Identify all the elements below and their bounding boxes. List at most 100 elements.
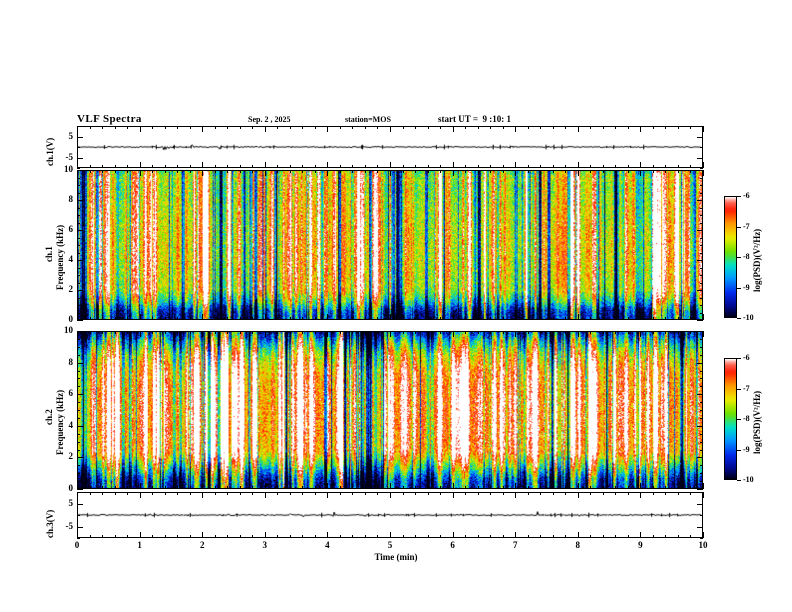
ch2-spectrogram-y-minor-tick xyxy=(77,450,80,451)
ch1-colorbar xyxy=(724,196,737,318)
ch1-spectrogram-y-minor-tick xyxy=(77,268,80,269)
ch1-waveform-y-minor-tick xyxy=(700,168,703,169)
ch1-spectrogram-y-tick-label: 8 xyxy=(68,194,74,204)
x-tick-bottom xyxy=(428,486,429,489)
x-tick-top xyxy=(115,492,116,495)
x-tick-top xyxy=(490,331,491,334)
x-tick-top xyxy=(478,331,479,334)
x-tick-top xyxy=(202,170,203,176)
ch2-spectrogram-y-minor-tick xyxy=(700,465,703,466)
ch1-colorbar-tick xyxy=(737,257,741,258)
x-tick-top xyxy=(177,126,178,129)
x-tick-top xyxy=(603,331,604,334)
ch1-spectrogram-y-minor-tick xyxy=(700,313,703,314)
x-tick-bottom xyxy=(603,317,604,320)
x-tick-top xyxy=(177,492,178,495)
x-tick-top xyxy=(440,331,441,334)
ch2-spectrogram-y-tick-label: 4 xyxy=(68,420,74,430)
x-tick-top xyxy=(315,492,316,495)
x-tick-bottom xyxy=(190,486,191,489)
x-tick-bottom xyxy=(352,317,353,320)
x-tick-bottom xyxy=(77,483,78,489)
x-tick-bottom xyxy=(490,535,491,538)
x-tick-bottom xyxy=(578,483,579,489)
ch1-spectrogram-image xyxy=(78,171,702,319)
ch3-waveform-trace xyxy=(78,493,702,537)
x-tick-top xyxy=(665,170,666,173)
ch1-spectrogram-y-minor-tick xyxy=(700,245,703,246)
x-tick-top xyxy=(202,126,203,132)
x-tick-top xyxy=(227,331,228,334)
x-tick-bottom xyxy=(290,165,291,168)
x-tick-bottom xyxy=(540,535,541,538)
x-tick-bottom xyxy=(553,165,554,168)
x-tick-top xyxy=(265,492,266,498)
ch1-spectrogram-y-minor-tick xyxy=(77,275,80,276)
x-tick-bottom xyxy=(215,486,216,489)
ch1-spectrogram-y-minor-tick xyxy=(77,245,80,246)
ch2-spectrogram-y-tick xyxy=(77,426,83,427)
ch1-spectrogram-y-tick-label: 10 xyxy=(64,164,73,174)
x-tick-bottom xyxy=(528,486,529,489)
x-tick-top xyxy=(665,126,666,129)
x-tick-top xyxy=(127,170,128,173)
x-tick-bottom xyxy=(415,535,416,538)
ch1-colorbar-tick-label: -8 xyxy=(743,252,750,261)
x-tick-bottom xyxy=(640,162,641,168)
x-tick-top xyxy=(352,331,353,334)
x-tick-top xyxy=(478,170,479,173)
x-tick-bottom xyxy=(390,314,391,320)
x-tick-bottom xyxy=(190,535,191,538)
x-tick-top xyxy=(165,170,166,173)
ch2-spectrogram-y-tick xyxy=(697,457,703,458)
x-tick-top xyxy=(428,126,429,129)
x-tick-bottom xyxy=(140,483,141,489)
x-tick-top xyxy=(302,170,303,173)
x-tick-bottom xyxy=(615,317,616,320)
x-tick-bottom xyxy=(352,535,353,538)
x-tick-top xyxy=(515,170,516,176)
x-tick-top xyxy=(365,331,366,334)
x-tick-top xyxy=(453,126,454,132)
x-tick-top xyxy=(277,492,278,495)
ch1-spectrogram-y-tick xyxy=(77,200,83,201)
x-tick-bottom xyxy=(640,532,641,538)
ch1-spectrogram-y-minor-tick xyxy=(700,178,703,179)
x-tick-bottom xyxy=(553,486,554,489)
x-tick-top xyxy=(565,492,566,495)
ch3-waveform-y-tick xyxy=(697,504,703,505)
x-tick-bottom xyxy=(528,317,529,320)
x-tick-top xyxy=(503,126,504,129)
x-tick-bottom xyxy=(465,317,466,320)
x-tick-bottom xyxy=(440,486,441,489)
x-tick-top xyxy=(390,126,391,132)
x-tick-top xyxy=(140,492,141,498)
ch2-colorbar-tick-label: -9 xyxy=(743,445,750,454)
x-tick-top xyxy=(302,492,303,495)
x-tick-top xyxy=(252,170,253,173)
x-tick-top xyxy=(565,170,566,173)
x-tick-bottom xyxy=(190,317,191,320)
x-tick-top xyxy=(640,492,641,498)
ch1-spectrogram-panel xyxy=(77,170,703,320)
x-tick-top xyxy=(678,126,679,129)
x-tick-top xyxy=(240,331,241,334)
x-tick-top xyxy=(578,126,579,132)
x-tick-bottom xyxy=(653,165,654,168)
ch1-spectrogram-y-tick xyxy=(697,170,703,171)
x-tick-top xyxy=(327,331,328,337)
ch1-colorbar-tick-label: -9 xyxy=(743,283,750,292)
x-tick-bottom xyxy=(177,165,178,168)
x-tick-top xyxy=(165,331,166,334)
ch2-spectrogram-y-tick-label: 2 xyxy=(68,451,74,461)
ch2-spectrogram-y-tick xyxy=(77,394,83,395)
x-tick-top xyxy=(177,331,178,334)
x-tick-top xyxy=(703,331,704,337)
x-tick-bottom xyxy=(102,317,103,320)
x-tick-top xyxy=(177,170,178,173)
x-tick-bottom xyxy=(503,165,504,168)
x-tick-top xyxy=(127,331,128,334)
ch1-colorbar-tick-label: -6 xyxy=(743,191,750,200)
x-tick-bottom xyxy=(102,165,103,168)
